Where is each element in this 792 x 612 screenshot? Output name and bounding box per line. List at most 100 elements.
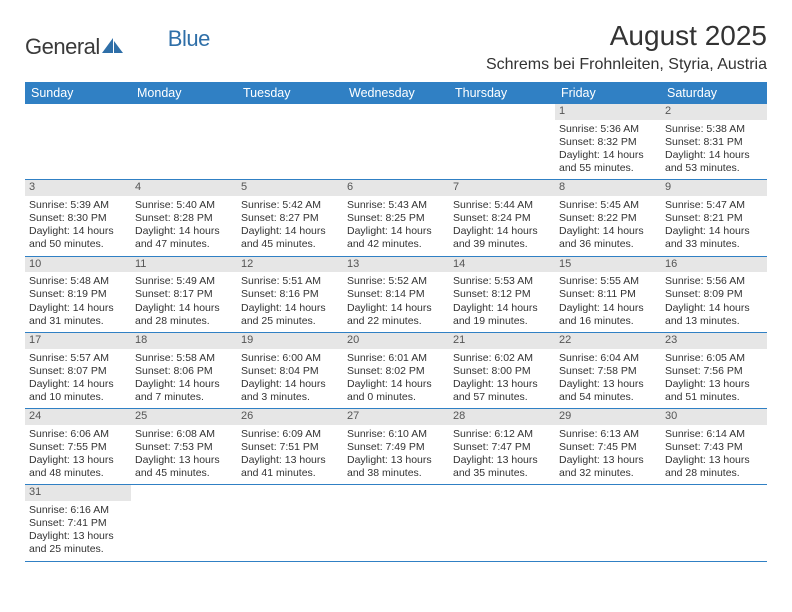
daylight-line: Daylight: 13 hours and 48 minutes. <box>29 454 127 480</box>
day-body: Sunrise: 5:53 AMSunset: 8:12 PMDaylight:… <box>453 274 551 328</box>
daylight-line: Daylight: 13 hours and 32 minutes. <box>559 454 657 480</box>
daylight-line: Daylight: 14 hours and 28 minutes. <box>135 302 233 328</box>
daylight-line: Daylight: 14 hours and 7 minutes. <box>135 378 233 404</box>
day-number: 1 <box>555 104 661 120</box>
daylight-line: Daylight: 14 hours and 33 minutes. <box>665 225 763 251</box>
day-cell: 26 Sunrise: 6:09 AMSunset: 7:51 PMDayligh… <box>237 409 343 484</box>
sunrise-line: Sunrise: 5:40 AM <box>135 199 233 212</box>
day-body: Sunrise: 5:57 AMSunset: 8:07 PMDaylight:… <box>29 351 127 405</box>
day-cell: 9Sunrise: 5:47 AMSunset: 8:21 PMDaylight… <box>661 180 767 255</box>
day-body: Sunrise: 6:01 AMSunset: 8:02 PMDaylight:… <box>347 351 445 405</box>
day-body: Sunrise: 6:06 AMSunset: 7:55 PMDaylight:… <box>29 427 127 481</box>
sunset-line: Sunset: 8:09 PM <box>665 288 763 301</box>
day-number: 24 <box>25 409 131 425</box>
sunset-line: Sunset: 8:19 PM <box>29 288 127 301</box>
sunrise-line: Sunrise: 5:49 AM <box>135 275 233 288</box>
week-row: 1 Sunrise: 5:36 AMSunset: 8:32 PMDaylight… <box>25 104 767 180</box>
daylight-line: Daylight: 14 hours and 42 minutes. <box>347 225 445 251</box>
sunrise-line: Sunrise: 6:04 AM <box>559 352 657 365</box>
day-number: 31 <box>25 485 131 501</box>
sunrise-line: Sunrise: 5:53 AM <box>453 275 551 288</box>
week-row: 31 Sunrise: 6:16 AMSunset: 7:41 PMDayligh… <box>25 485 767 561</box>
day-cell: 28 Sunrise: 6:12 AMSunset: 7:47 PMDayligh… <box>449 409 555 484</box>
day-number: 26 <box>237 409 343 425</box>
day-body: Sunrise: 6:00 AMSunset: 8:04 PMDaylight:… <box>241 351 339 405</box>
day-body: Sunrise: 6:13 AMSunset: 7:45 PMDaylight:… <box>559 427 657 481</box>
day-number: 22 <box>555 333 661 349</box>
day-body: Sunrise: 5:43 AMSunset: 8:25 PMDaylight:… <box>347 198 445 252</box>
sunrise-line: Sunrise: 5:45 AM <box>559 199 657 212</box>
daylight-line: Daylight: 14 hours and 45 minutes. <box>241 225 339 251</box>
daylight-line: Daylight: 14 hours and 31 minutes. <box>29 302 127 328</box>
day-body: Sunrise: 5:58 AMSunset: 8:06 PMDaylight:… <box>135 351 233 405</box>
day-cell: 8Sunrise: 5:45 AMSunset: 8:22 PMDaylight… <box>555 180 661 255</box>
day-cell: 1 Sunrise: 5:36 AMSunset: 8:32 PMDaylight… <box>555 104 661 179</box>
day-cell <box>449 104 555 179</box>
logo: General Blue <box>25 20 210 60</box>
sunset-line: Sunset: 8:28 PM <box>135 212 233 225</box>
day-number: 5 <box>237 180 343 196</box>
sunset-line: Sunset: 8:16 PM <box>241 288 339 301</box>
daylight-line: Daylight: 13 hours and 54 minutes. <box>559 378 657 404</box>
sunset-line: Sunset: 8:25 PM <box>347 212 445 225</box>
day-body: Sunrise: 5:42 AMSunset: 8:27 PMDaylight:… <box>241 198 339 252</box>
day-body: Sunrise: 5:55 AMSunset: 8:11 PMDaylight:… <box>559 274 657 328</box>
daylight-line: Daylight: 13 hours and 25 minutes. <box>29 530 127 556</box>
day-body: Sunrise: 6:10 AMSunset: 7:49 PMDaylight:… <box>347 427 445 481</box>
week-row: 24 Sunrise: 6:06 AMSunset: 7:55 PMDayligh… <box>25 409 767 485</box>
sunrise-line: Sunrise: 5:47 AM <box>665 199 763 212</box>
sunrise-line: Sunrise: 5:55 AM <box>559 275 657 288</box>
sunrise-line: Sunrise: 5:38 AM <box>665 123 763 136</box>
calendar: SundayMondayTuesdayWednesdayThursdayFrid… <box>25 82 767 562</box>
day-number: 16 <box>661 257 767 273</box>
sunset-line: Sunset: 8:07 PM <box>29 365 127 378</box>
logo-part1: General <box>25 34 100 60</box>
day-body: Sunrise: 6:16 AMSunset: 7:41 PMDaylight:… <box>29 503 127 557</box>
sunrise-line: Sunrise: 5:43 AM <box>347 199 445 212</box>
day-number: 28 <box>449 409 555 425</box>
daylight-line: Daylight: 14 hours and 47 minutes. <box>135 225 233 251</box>
week-row: 3Sunrise: 5:39 AMSunset: 8:30 PMDaylight… <box>25 180 767 256</box>
sunrise-line: Sunrise: 6:05 AM <box>665 352 763 365</box>
day-body: Sunrise: 5:56 AMSunset: 8:09 PMDaylight:… <box>665 274 763 328</box>
daylight-line: Daylight: 14 hours and 3 minutes. <box>241 378 339 404</box>
sunset-line: Sunset: 8:32 PM <box>559 136 657 149</box>
daylight-line: Daylight: 14 hours and 55 minutes. <box>559 149 657 175</box>
day-cell: 24 Sunrise: 6:06 AMSunset: 7:55 PMDayligh… <box>25 409 131 484</box>
day-cell <box>25 104 131 179</box>
sunset-line: Sunset: 7:58 PM <box>559 365 657 378</box>
sunset-line: Sunset: 8:00 PM <box>453 365 551 378</box>
day-body: Sunrise: 5:36 AMSunset: 8:32 PMDaylight:… <box>559 122 657 176</box>
day-cell: 19Sunrise: 6:00 AMSunset: 8:04 PMDayligh… <box>237 333 343 408</box>
day-cell <box>237 104 343 179</box>
dow-cell: Wednesday <box>343 82 449 104</box>
daylight-line: Daylight: 14 hours and 10 minutes. <box>29 378 127 404</box>
sunset-line: Sunset: 7:55 PM <box>29 441 127 454</box>
sunset-line: Sunset: 7:51 PM <box>241 441 339 454</box>
day-cell: 14Sunrise: 5:53 AMSunset: 8:12 PMDayligh… <box>449 257 555 332</box>
day-cell <box>343 485 449 560</box>
day-cell <box>131 104 237 179</box>
day-number: 15 <box>555 257 661 273</box>
sunset-line: Sunset: 7:41 PM <box>29 517 127 530</box>
sunset-line: Sunset: 8:21 PM <box>665 212 763 225</box>
day-body: Sunrise: 5:51 AMSunset: 8:16 PMDaylight:… <box>241 274 339 328</box>
sunrise-line: Sunrise: 6:09 AM <box>241 428 339 441</box>
week-row: 10Sunrise: 5:48 AMSunset: 8:19 PMDayligh… <box>25 257 767 333</box>
sunrise-line: Sunrise: 5:48 AM <box>29 275 127 288</box>
day-body: Sunrise: 6:14 AMSunset: 7:43 PMDaylight:… <box>665 427 763 481</box>
daylight-line: Daylight: 14 hours and 22 minutes. <box>347 302 445 328</box>
daylight-line: Daylight: 14 hours and 13 minutes. <box>665 302 763 328</box>
day-number: 30 <box>661 409 767 425</box>
sunset-line: Sunset: 8:14 PM <box>347 288 445 301</box>
day-body: Sunrise: 5:39 AMSunset: 8:30 PMDaylight:… <box>29 198 127 252</box>
day-number: 25 <box>131 409 237 425</box>
day-cell: 11Sunrise: 5:49 AMSunset: 8:17 PMDayligh… <box>131 257 237 332</box>
day-body: Sunrise: 6:09 AMSunset: 7:51 PMDaylight:… <box>241 427 339 481</box>
day-cell: 12Sunrise: 5:51 AMSunset: 8:16 PMDayligh… <box>237 257 343 332</box>
sunrise-line: Sunrise: 6:16 AM <box>29 504 127 517</box>
day-cell: 20Sunrise: 6:01 AMSunset: 8:02 PMDayligh… <box>343 333 449 408</box>
sunset-line: Sunset: 8:06 PM <box>135 365 233 378</box>
day-body: Sunrise: 6:12 AMSunset: 7:47 PMDaylight:… <box>453 427 551 481</box>
day-cell <box>449 485 555 560</box>
